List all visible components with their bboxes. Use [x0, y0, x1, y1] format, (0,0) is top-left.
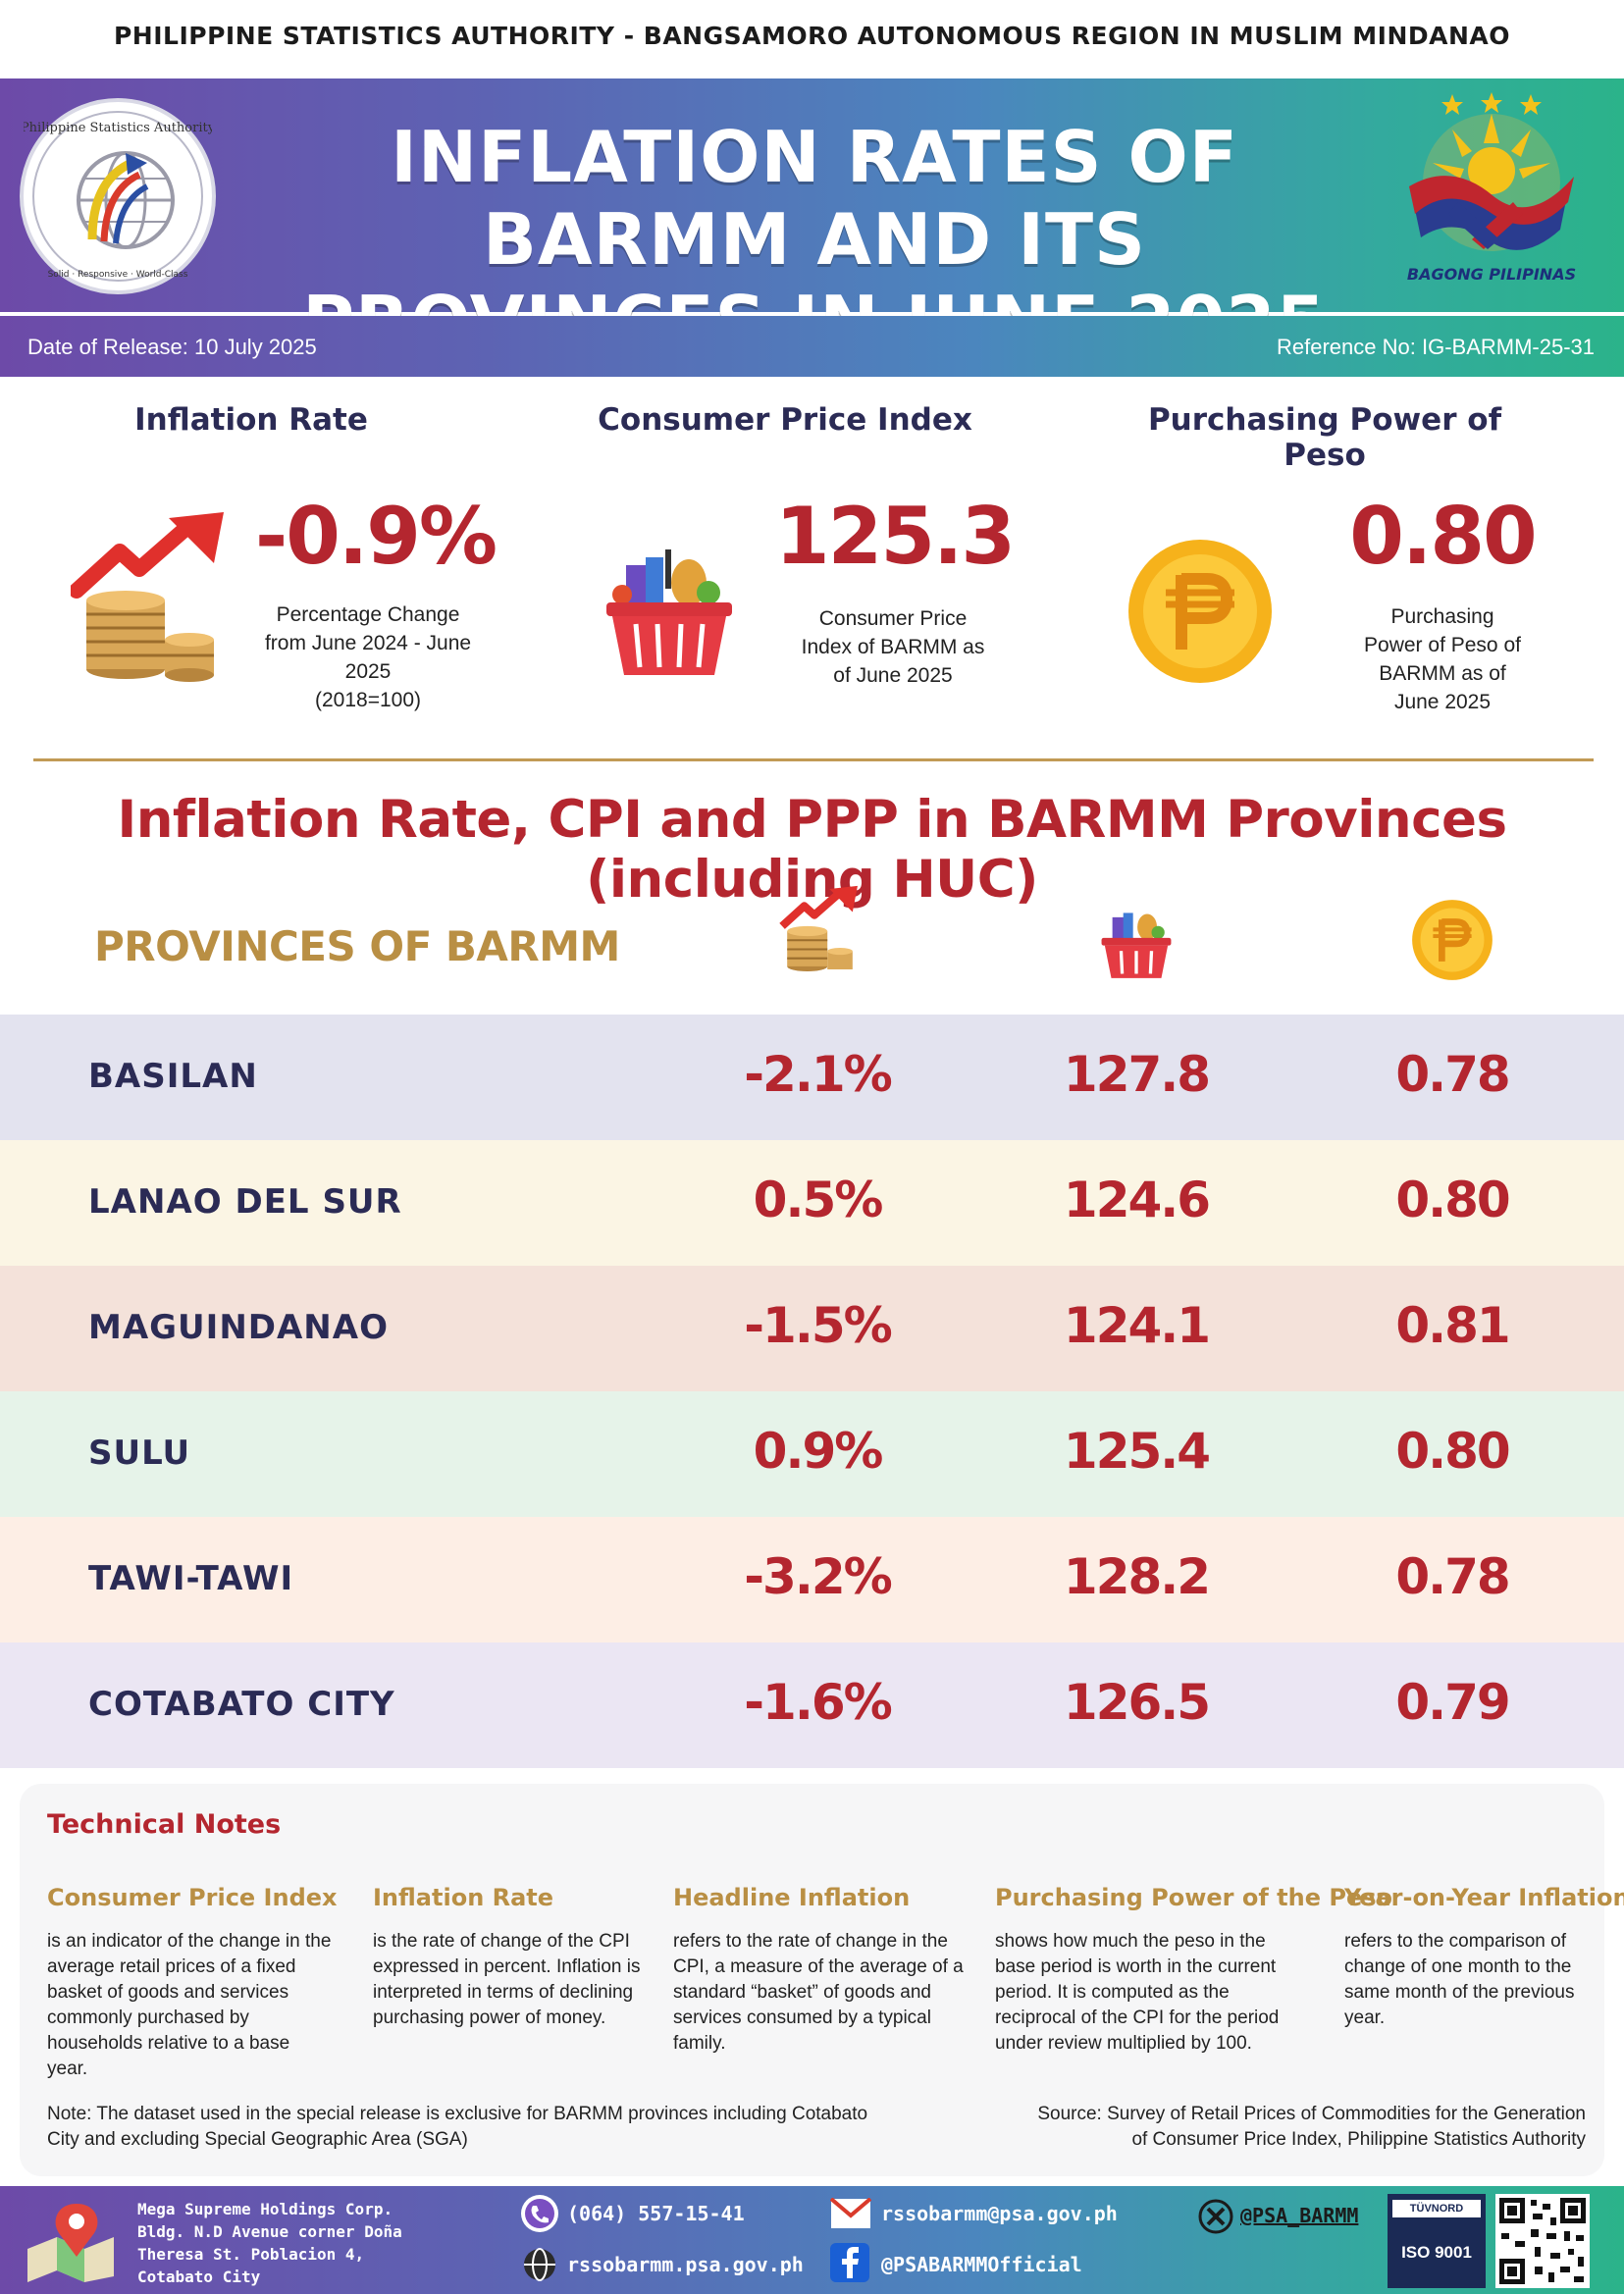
inflation-value: 0.9%: [753, 1423, 884, 1480]
table-row: MAGUINDANAO -1.5% 124.1 0.81: [0, 1266, 1624, 1391]
table-row: COTABATO CITY -1.6% 126.5 0.79: [0, 1642, 1624, 1768]
table-row: BASILAN -2.1% 127.8 0.78: [0, 1015, 1624, 1140]
iso-label: ISO 9001: [1401, 2243, 1472, 2262]
release-date: Date of Release: 10 July 2025: [27, 335, 317, 359]
ppp-value: 0.80: [1395, 1423, 1510, 1480]
kpi-ppp-heading: Purchasing Power of Peso: [1147, 402, 1502, 473]
section-divider: [33, 758, 1594, 761]
ppp-value: 0.80: [1395, 1172, 1510, 1228]
svg-text:Philippine Statistics Authorit: Philippine Statistics Authority: [24, 121, 212, 135]
table-row: LANAO DEL SUR 0.5% 124.6 0.80: [0, 1140, 1624, 1266]
phone-number[interactable]: (064) 557-15-41: [567, 2202, 745, 2225]
province-name: MAGUINDANAO: [88, 1308, 389, 1347]
title-banner: Philippine Statistics Authority Solid · …: [0, 78, 1624, 363]
technical-notes-panel: Technical Notes Consumer Price Index is …: [20, 1784, 1624, 2176]
note-heading: Headline Inflation: [673, 1884, 911, 1911]
psa-logo-icon: Philippine Statistics Authority Solid · …: [21, 111, 216, 282]
ppp-value: 0.78: [1395, 1548, 1510, 1605]
kpi-inflation-desc: Percentage Change from June 2024 - June …: [264, 603, 472, 711]
note-body: is the rate of change of the CPI express…: [373, 1931, 641, 2028]
kpi-cpi-value: 125.3: [775, 491, 1016, 582]
note-year-on-year: Year-on-Year Inflation refers to the com…: [1344, 1884, 1624, 2031]
province-name: SULU: [88, 1434, 191, 1473]
release-strip: Date of Release: 10 July 2025 Reference …: [0, 316, 1624, 377]
table-row: SULU 0.9% 125.4 0.80: [0, 1391, 1624, 1517]
source-note: Source: Survey of Retail Prices of Commo…: [1037, 2104, 1586, 2150]
note-body: refers to the comparison of change of on…: [1344, 1931, 1575, 2028]
grocery-basket-icon: [606, 549, 732, 675]
banner-title-line1: INFLATION RATES OF BARMM AND ITS: [391, 116, 1238, 281]
kpi-cpi-heading: Consumer Price Index: [598, 402, 972, 438]
x-handle-link[interactable]: @PSA_BARMM: [1240, 2204, 1359, 2227]
cpi-value: 125.4: [1063, 1423, 1211, 1480]
inflation-value: -3.2%: [744, 1548, 892, 1605]
province-name: COTABATO CITY: [88, 1685, 395, 1724]
psa-logo: Philippine Statistics Authority Solid · …: [20, 98, 216, 294]
qr-code-icon: [1495, 2194, 1590, 2288]
footer: Mega Supreme Holdings Corp. Bldg. N.D Av…: [0, 2186, 1624, 2294]
bagong-pilipinas-logo: [1393, 92, 1590, 279]
kpi-inflation-heading: Inflation Rate: [134, 402, 368, 438]
technical-notes-title: Technical Notes: [47, 1809, 282, 1840]
inflation-column-icon: [779, 885, 858, 972]
ppp-value: 0.79: [1395, 1674, 1510, 1731]
section-title: Inflation Rate, CPI and PPP in BARMM Pro…: [117, 790, 1507, 910]
ppp-value: 0.81: [1395, 1297, 1510, 1354]
province-name: TAWI-TAWI: [88, 1559, 294, 1598]
note-inflation-rate: Inflation Rate is the rate of change of …: [373, 1884, 648, 2031]
iso-badge: TÜVNORD ISO 9001: [1388, 2194, 1486, 2288]
reference-number: Reference No: IG-BARMM-25-31: [1277, 335, 1595, 359]
cpi-value: 124.1: [1063, 1297, 1211, 1354]
table-row: TAWI-TAWI -3.2% 128.2 0.78: [0, 1517, 1624, 1642]
inflation-value: -2.1%: [744, 1046, 892, 1103]
cpi-value: 128.2: [1063, 1548, 1211, 1605]
kpi-cpi-desc: Consumer Price Index of BARMM as of June…: [801, 607, 985, 687]
ppp-column-icon: [1412, 900, 1493, 980]
website-link[interactable]: rssobarmm.psa.gov.ph: [567, 2253, 804, 2276]
email-link[interactable]: rssobarmm@psa.gov.ph: [881, 2202, 1118, 2225]
cpi-value: 126.5: [1063, 1674, 1211, 1731]
note-cpi: Consumer Price Index is an indicator of …: [47, 1884, 338, 2082]
note-heading: Year-on-Year Inflation: [1344, 1884, 1624, 1911]
kpi-inflation-value: -0.9%: [255, 491, 498, 582]
rising-arrow-coins-icon: [71, 512, 224, 682]
note-heading: Purchasing Power of the Peso: [995, 1884, 1392, 1911]
dataset-note: Note: The dataset used in the special re…: [47, 2104, 868, 2150]
globe-icon: [524, 2248, 555, 2281]
provinces-column-header: PROVINCES OF BARMM: [94, 922, 620, 970]
note-heading: Inflation Rate: [373, 1884, 554, 1911]
office-address: Mega Supreme Holdings Corp. Bldg. N.D Av…: [137, 2200, 402, 2286]
note-body: refers to the rate of change in the CPI,…: [673, 1931, 964, 2054]
inflation-value: 0.5%: [753, 1172, 884, 1228]
inflation-value: -1.5%: [744, 1297, 892, 1354]
bagong-pilipinas-emblem-icon: [1409, 92, 1574, 251]
note-heading: Consumer Price Index: [47, 1884, 338, 1911]
province-name: LANAO DEL SUR: [88, 1182, 402, 1222]
cpi-column-icon: [1101, 912, 1172, 978]
kpi-ppp-desc: Purchasing Power of Peso of BARMM as of …: [1364, 605, 1521, 713]
kpi-ppp-value: 0.80: [1349, 491, 1537, 582]
facebook-icon: [830, 2243, 869, 2282]
inflation-value: -1.6%: [744, 1674, 892, 1731]
cpi-value: 124.6: [1063, 1172, 1211, 1228]
svg-text:Solid · Responsive · World-Cla: Solid · Responsive · World-Class: [48, 270, 188, 280]
cpi-value: 127.8: [1063, 1046, 1211, 1103]
note-body: shows how much the peso in the base peri…: [995, 1931, 1280, 2054]
iso-brand: TÜVNORD: [1392, 2200, 1481, 2217]
bagong-pilipinas-text: BAGONG PILIPINAS: [1406, 265, 1577, 284]
note-headline-inflation: Headline Inflation refers to the rate of…: [673, 1884, 968, 2057]
agency-name: PHILIPPINE STATISTICS AUTHORITY - BANGSA…: [113, 22, 1510, 50]
x-icon: [1198, 2199, 1233, 2234]
facebook-link[interactable]: @PSABARMMOfficial: [881, 2253, 1082, 2276]
map-pin-icon: [27, 2204, 114, 2282]
note-body: is an indicator of the change in the ave…: [47, 1931, 332, 2079]
ppp-value: 0.78: [1395, 1046, 1510, 1103]
email-icon: [830, 2198, 871, 2228]
note-purchasing-power: Purchasing Power of the Peso shows how m…: [995, 1884, 1392, 2057]
province-name: BASILAN: [88, 1057, 258, 1096]
phone-icon: [521, 2195, 558, 2232]
peso-coin-icon: [1128, 540, 1272, 683]
